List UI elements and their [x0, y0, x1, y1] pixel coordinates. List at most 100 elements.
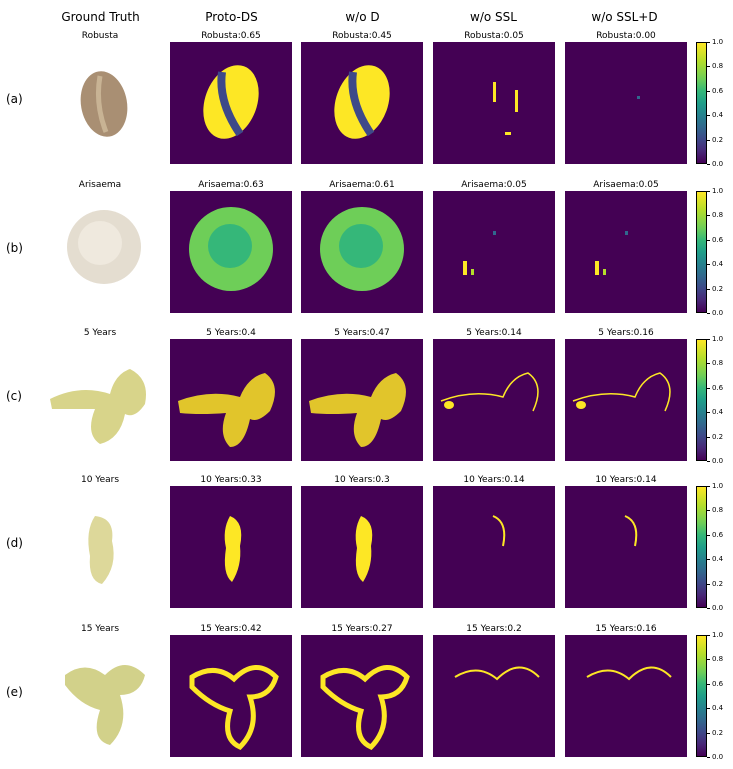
heatmap-panel [170, 486, 292, 608]
colorbar-tick-mark [707, 288, 710, 290]
colorbar-tick-mark [707, 732, 710, 734]
colorbar [696, 42, 707, 164]
panel-title: Robusta:0.65 [201, 31, 261, 41]
ground-truth-image [40, 486, 162, 608]
colorbar-tick-label: 0.4 [712, 408, 724, 417]
ground-truth-title: Robusta [81, 31, 119, 41]
colorbar-tick-mark [707, 583, 710, 585]
panel-title: 15 Years:0.2 [466, 624, 522, 634]
heatmap-panel [565, 635, 687, 757]
colorbar-tick-mark [707, 115, 710, 117]
colorbar-tick-label: 0.6 [712, 235, 724, 244]
panel-title: 10 Years:0.3 [334, 475, 390, 485]
colorbar-tick-mark [707, 387, 710, 389]
col-header-proto-ds: Proto-DS [205, 10, 258, 24]
colorbar-tick-label: 0.2 [712, 135, 724, 144]
panel-title: 5 Years:0.4 [206, 328, 256, 338]
panel-title: Robusta:0.45 [332, 31, 392, 41]
row-label: (c) [6, 389, 22, 403]
colorbar-tick-mark [707, 264, 710, 266]
colorbar-tick-label: 0.0 [712, 753, 724, 761]
heatmap-panel [170, 635, 292, 757]
colorbar-tick-label: 1.0 [712, 482, 724, 490]
panel-title: 10 Years:0.14 [463, 475, 525, 485]
colorbar-tick-label: 0.2 [712, 284, 724, 293]
colorbar [696, 191, 707, 313]
colorbar-tick-mark [707, 139, 710, 141]
panel-title: Arisaema:0.05 [461, 180, 527, 190]
colorbar-tick-mark [707, 486, 710, 487]
colorbar-tick-label: 0.4 [712, 111, 724, 120]
colorbar-tick-mark [707, 559, 710, 561]
ground-truth-image [40, 635, 162, 757]
colorbar [696, 486, 707, 608]
heatmap-panel [301, 191, 423, 313]
colorbar-tick-label: 0.8 [712, 211, 724, 220]
heatmap-panel [433, 42, 555, 164]
colorbar-tick-mark [707, 510, 710, 512]
col-header-ground-truth: Ground Truth [61, 10, 140, 24]
colorbar-tick-mark [707, 708, 710, 710]
colorbar [696, 635, 707, 757]
heatmap-panel [565, 42, 687, 164]
colorbar-tick-label: 0.0 [712, 160, 724, 168]
heatmap-panel [565, 486, 687, 608]
colorbar-tick-mark [707, 239, 710, 241]
colorbar-tick-mark [707, 683, 710, 685]
colorbar-tick-label: 0.8 [712, 359, 724, 368]
heatmap-panel [301, 339, 423, 461]
colorbar-tick-label: 0.8 [712, 506, 724, 515]
panel-title: Arisaema:0.61 [329, 180, 395, 190]
heatmap-panel [433, 191, 555, 313]
col-header-wo-ssl-d: w/o SSL+D [591, 10, 658, 24]
colorbar-tick-label: 0.6 [712, 86, 724, 95]
row-label: (d) [6, 536, 23, 550]
colorbar-tick-mark [707, 659, 710, 661]
colorbar-tick-label: 1.0 [712, 631, 724, 639]
panel-title: 10 Years:0.14 [595, 475, 657, 485]
colorbar-tick-label: 0.4 [712, 260, 724, 269]
colorbar-tick-mark [707, 412, 710, 414]
panel-title: Robusta:0.00 [596, 31, 656, 41]
colorbar-tick-label: 0.4 [712, 704, 724, 713]
ground-truth-image [40, 191, 162, 313]
heatmap-panel [170, 42, 292, 164]
colorbar-tick-label: 0.0 [712, 604, 724, 612]
panel-title: 5 Years:0.47 [334, 328, 390, 338]
col-header-wo-ssl: w/o SSL [470, 10, 517, 24]
colorbar-tick-label: 0.6 [712, 383, 724, 392]
colorbar-tick-mark [707, 191, 710, 192]
colorbar-tick-label: 0.0 [712, 309, 724, 317]
heatmap-panel [301, 486, 423, 608]
colorbar-tick-label: 0.0 [712, 457, 724, 465]
colorbar-tick-label: 0.8 [712, 62, 724, 71]
heatmap-panel [170, 191, 292, 313]
panel-title: 5 Years:0.16 [598, 328, 654, 338]
colorbar [696, 339, 707, 461]
panel-title: 15 Years:0.16 [595, 624, 657, 634]
colorbar-tick-mark [707, 66, 710, 68]
colorbar-tick-mark [707, 757, 710, 758]
panel-title: 15 Years:0.42 [200, 624, 262, 634]
colorbar-tick-label: 1.0 [712, 38, 724, 46]
colorbar-tick-label: 0.2 [712, 432, 724, 441]
panel-title: 10 Years:0.33 [200, 475, 262, 485]
colorbar-tick-mark [707, 363, 710, 365]
colorbar-tick-label: 0.6 [712, 530, 724, 539]
panel-title: Arisaema:0.63 [198, 180, 264, 190]
ground-truth-title: 15 Years [80, 624, 120, 634]
panel-title: Robusta:0.05 [464, 31, 524, 41]
colorbar-tick-mark [707, 461, 710, 462]
heatmap-panel [433, 486, 555, 608]
colorbar-tick-mark [707, 635, 710, 636]
colorbar-tick-label: 1.0 [712, 335, 724, 343]
colorbar-tick-label: 1.0 [712, 187, 724, 195]
colorbar-tick-mark [707, 534, 710, 536]
colorbar-tick-mark [707, 42, 710, 43]
colorbar-tick-mark [707, 608, 710, 609]
heatmap-panel [301, 635, 423, 757]
colorbar-tick-mark [707, 436, 710, 438]
colorbar-tick-label: 0.8 [712, 655, 724, 664]
heatmap-panel [433, 635, 555, 757]
colorbar-tick-label: 0.4 [712, 555, 724, 564]
